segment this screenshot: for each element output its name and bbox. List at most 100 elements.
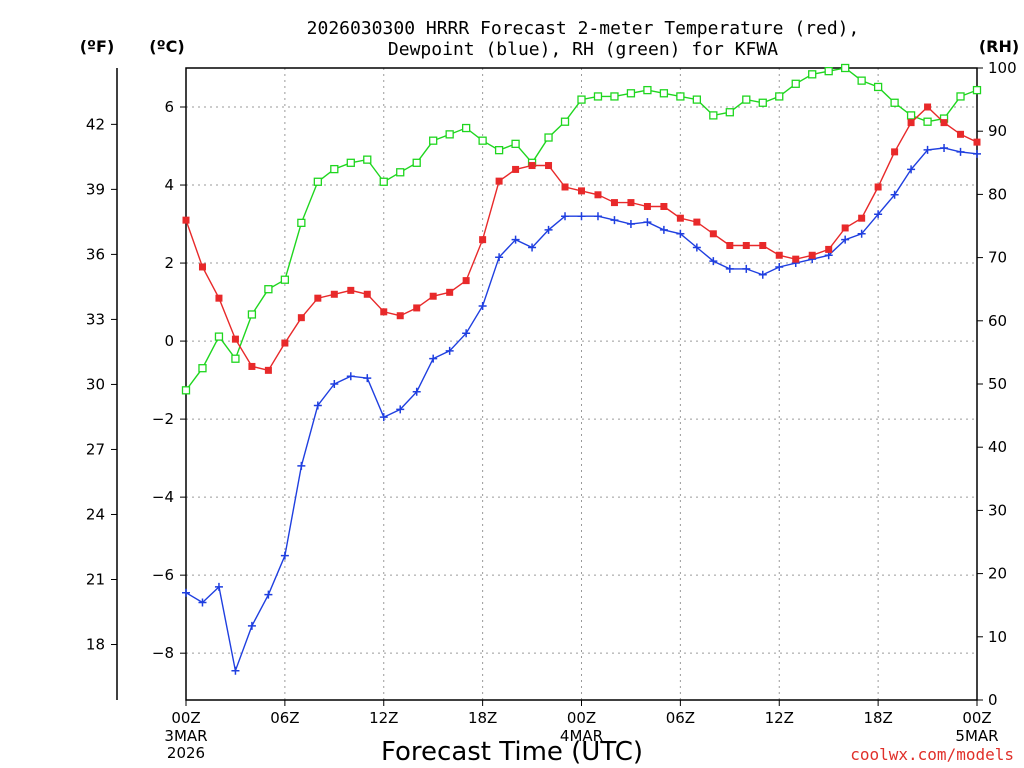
rh-point xyxy=(626,89,636,98)
rh-point xyxy=(577,95,586,104)
temperature-point xyxy=(495,177,503,185)
temperature-point xyxy=(314,294,322,302)
rh-point xyxy=(511,139,520,148)
source-credit[interactable]: coolwx.com/models xyxy=(850,745,1014,764)
temperature-point xyxy=(330,290,338,298)
fahrenheit-tick-label: 42 xyxy=(86,115,105,133)
rh-tick-label: 90 xyxy=(988,122,1007,140)
rh-point xyxy=(758,98,767,107)
rh-tick-label: 80 xyxy=(988,185,1007,203)
temperature-point xyxy=(198,263,206,271)
temperature-point xyxy=(643,202,651,210)
chart-title: 2026030300 HRRR Forecast 2-meter Tempera… xyxy=(307,18,860,60)
temperature-point xyxy=(874,183,882,191)
fahrenheit-tick-label: 24 xyxy=(86,505,105,523)
temperature-point xyxy=(940,119,948,127)
rh-point xyxy=(181,386,191,395)
temperature-point xyxy=(380,308,388,316)
rh-point xyxy=(429,136,438,145)
rh-point xyxy=(264,285,273,294)
rh-point xyxy=(198,364,207,373)
temperature-point xyxy=(709,230,717,238)
rh-point xyxy=(923,117,932,126)
dewpoint-point xyxy=(610,216,619,225)
rh-point xyxy=(560,117,570,126)
rh-point xyxy=(791,79,800,88)
temperature-point xyxy=(297,314,305,322)
temperature-point xyxy=(182,216,190,224)
celsius-tick-label: −2 xyxy=(152,410,174,428)
dewpoint-point xyxy=(758,270,767,279)
rh-point xyxy=(593,92,603,101)
x-tick-date-label: 3MAR xyxy=(164,727,207,745)
rh-point xyxy=(247,310,257,319)
dewpoint-point xyxy=(577,212,586,221)
temperature-point xyxy=(215,294,223,302)
rh-point xyxy=(841,63,850,73)
temperature-point xyxy=(742,242,750,250)
rh-tick-label: 30 xyxy=(988,501,1007,519)
temperature-point xyxy=(858,214,866,222)
dewpoint-point xyxy=(280,551,289,560)
rh-point xyxy=(692,95,702,104)
rh-point xyxy=(396,168,405,177)
x-tick-label: 18Z xyxy=(863,709,892,727)
dewpoint-point xyxy=(264,590,273,599)
celsius-tick-label: 2 xyxy=(164,254,174,272)
celsius-tick-label: 6 xyxy=(164,98,174,116)
rh-tick-label: 70 xyxy=(988,249,1007,267)
dewpoint-point xyxy=(940,143,949,152)
grid-lines xyxy=(186,68,977,700)
rh-point xyxy=(346,158,355,167)
dewpoint-point xyxy=(182,588,190,597)
fahrenheit-tick-label: 33 xyxy=(86,310,105,328)
dewpoint-point xyxy=(214,582,223,591)
temperature-point xyxy=(726,242,734,250)
dewpoint-point xyxy=(857,229,866,238)
x-tick-label: 00Z xyxy=(962,709,991,727)
rh-tick-label: 100 xyxy=(988,59,1017,77)
temperature-point xyxy=(841,224,849,232)
dewpoint-point xyxy=(709,257,718,266)
celsius-tick-label: −4 xyxy=(152,488,174,506)
dewpoint-point xyxy=(528,243,537,252)
fahrenheit-unit-label: (ºF) xyxy=(80,37,115,56)
title-line-2: Dewpoint (blue), RH (green) for KFWA xyxy=(388,39,778,60)
dewpoint-point xyxy=(890,190,899,199)
dewpoint-point xyxy=(247,621,256,630)
celsius-tick-label: −6 xyxy=(152,566,174,584)
temperature-point xyxy=(973,138,981,146)
dewpoint-point xyxy=(923,145,932,154)
dewpoint-point xyxy=(626,220,635,229)
rh-point xyxy=(544,133,553,142)
dewpoint-point xyxy=(412,387,421,396)
axes xyxy=(111,67,983,706)
dewpoint-point xyxy=(429,354,438,363)
fahrenheit-tick-label: 18 xyxy=(86,636,105,654)
rh-unit-label: (RH) xyxy=(979,37,1019,56)
celsius-unit-label: (ºC) xyxy=(149,37,184,56)
celsius-tick-label: 4 xyxy=(164,176,174,194)
temperature-point xyxy=(264,366,272,374)
temperature-point xyxy=(281,339,289,347)
temperature-point xyxy=(891,148,899,156)
dewpoint-point xyxy=(231,666,240,675)
temperature-point xyxy=(825,245,833,253)
temperature-point xyxy=(907,119,915,127)
temperature-point xyxy=(248,362,256,370)
temperature-series xyxy=(182,103,981,374)
rh-tick-label: 40 xyxy=(988,438,1007,456)
x-tick-label: 12Z xyxy=(369,709,398,727)
temperature-point xyxy=(231,335,239,343)
temperature-point xyxy=(462,277,470,285)
dewpoint-point xyxy=(742,264,751,273)
temperature-point xyxy=(446,288,454,296)
rh-point xyxy=(412,158,421,167)
fahrenheit-tick-label: 36 xyxy=(86,245,105,263)
temperature-point xyxy=(792,255,800,263)
dewpoint-point xyxy=(725,264,734,273)
rh-point xyxy=(956,92,965,101)
fahrenheit-tick-label: 27 xyxy=(86,440,105,458)
temperature-point xyxy=(528,162,536,170)
